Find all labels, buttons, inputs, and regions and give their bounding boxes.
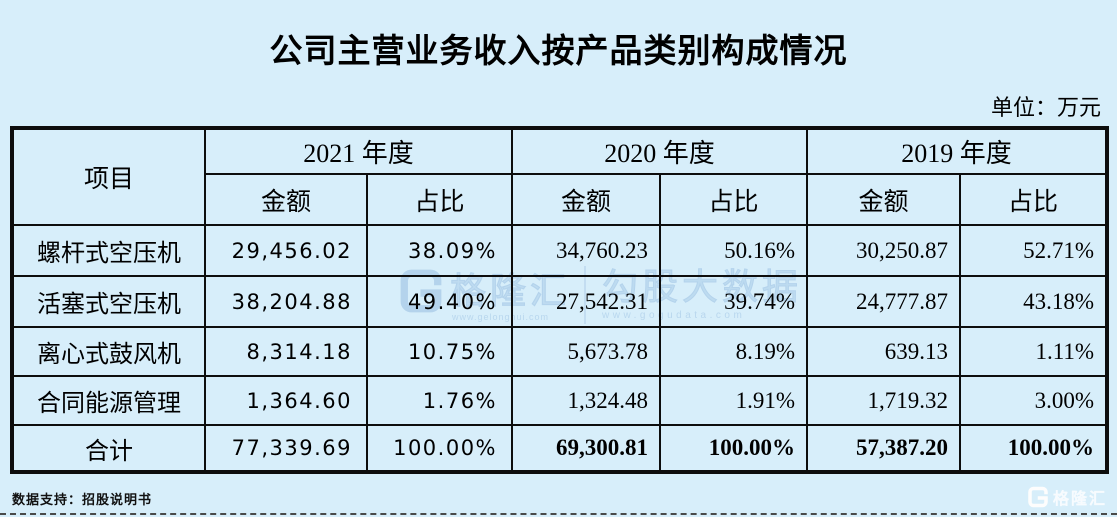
cell-2020-amount: 1,324.48 xyxy=(511,375,662,426)
cell-2019-share: 100.00% xyxy=(959,424,1109,473)
header-2020-share: 占比 xyxy=(659,173,809,226)
cell-2020-amount: 69,300.81 xyxy=(511,424,662,473)
cell-2020-share: 50.16% xyxy=(659,224,809,277)
cell-2020-amount: 5,673.78 xyxy=(511,326,662,377)
cell-2021-amount: 29,456.02 xyxy=(204,224,368,277)
cell-2021-share: 10.75% xyxy=(365,326,514,377)
bottom-dashed-divider xyxy=(0,513,1117,515)
cell-2020-share: 39.74% xyxy=(659,275,809,328)
table-row: 合同能源管理 1,364.60 1.76% 1,324.48 1.91% 1,7… xyxy=(11,375,1109,426)
row-name: 螺杆式空压机 xyxy=(11,224,206,277)
header-2021-share: 占比 xyxy=(365,173,514,226)
header-2020-amount: 金额 xyxy=(511,173,662,226)
cell-2020-amount: 34,760.23 xyxy=(511,224,662,277)
cell-2019-amount: 639.13 xyxy=(806,326,962,377)
table-row: 螺杆式空压机 29,456.02 38.09% 34,760.23 50.16%… xyxy=(11,224,1109,277)
cell-2020-share: 8.19% xyxy=(659,326,809,377)
unit-note: 单位：万元 xyxy=(990,95,1101,120)
cell-2021-amount: 8,314.18 xyxy=(204,326,368,377)
cell-2019-amount: 24,777.87 xyxy=(806,275,962,328)
table-row: 离心式鼓风机 8,314.18 10.75% 5,673.78 8.19% 63… xyxy=(11,326,1109,377)
cell-2021-amount: 77,339.69 xyxy=(204,424,368,473)
revenue-table: 项目 2021 年度 2020 年度 2019 年度 金额 占比 金额 占比 金… xyxy=(10,126,1110,474)
table-total-row: 合计 77,339.69 100.00% 69,300.81 100.00% 5… xyxy=(11,424,1109,473)
cell-2019-amount: 30,250.87 xyxy=(806,224,962,277)
cell-2019-share: 3.00% xyxy=(959,375,1109,426)
header-2021-amount: 金额 xyxy=(204,173,368,226)
row-name: 离心式鼓风机 xyxy=(11,326,206,377)
page-title: 公司主营业务收入按产品类别构成情况 xyxy=(269,32,848,69)
cell-2021-share: 100.00% xyxy=(365,424,514,473)
cell-2019-share: 52.71% xyxy=(959,224,1109,277)
cell-2021-share: 38.09% xyxy=(365,224,514,277)
cell-2019-share: 1.11% xyxy=(959,326,1109,377)
corner-brand-logo: 格隆汇 xyxy=(1027,485,1107,509)
gelonghui-logo-icon xyxy=(1028,486,1048,508)
cell-2021-share: 49.40% xyxy=(365,275,514,328)
cell-2020-share: 1.91% xyxy=(659,375,809,426)
cell-2019-amount: 1,719.32 xyxy=(806,375,962,426)
cell-2021-amount: 38,204.88 xyxy=(204,275,368,328)
row-name: 活塞式空压机 xyxy=(11,275,206,328)
header-year-2020: 2020 年度 xyxy=(511,127,809,175)
cell-2020-share: 100.00% xyxy=(659,424,809,473)
row-name-total: 合计 xyxy=(11,424,206,473)
table-row: 活塞式空压机 38,204.88 49.40% 27,542.31 39.74%… xyxy=(11,275,1109,328)
header-year-2019: 2019 年度 xyxy=(806,127,1109,175)
cell-2020-amount: 27,542.31 xyxy=(511,275,662,328)
data-source-note: 数据支持：招股说明书 xyxy=(12,492,153,507)
cell-2019-amount: 57,387.20 xyxy=(806,424,962,473)
cell-2019-share: 43.18% xyxy=(959,275,1109,328)
cell-2021-share: 1.76% xyxy=(365,375,514,426)
header-2019-share: 占比 xyxy=(959,173,1109,226)
table-header-sub-row: 金额 占比 金额 占比 金额 占比 xyxy=(12,173,1109,226)
header-2019-amount: 金额 xyxy=(806,173,962,226)
header-item: 项目 xyxy=(11,127,206,226)
table-header-year-row: 项目 2021 年度 2020 年度 2019 年度 xyxy=(11,127,1109,226)
header-year-2021: 2021 年度 xyxy=(203,127,514,175)
cell-2021-amount: 1,364.60 xyxy=(204,375,368,426)
corner-brand-text: 格隆汇 xyxy=(1052,491,1107,509)
row-name: 合同能源管理 xyxy=(11,375,206,426)
